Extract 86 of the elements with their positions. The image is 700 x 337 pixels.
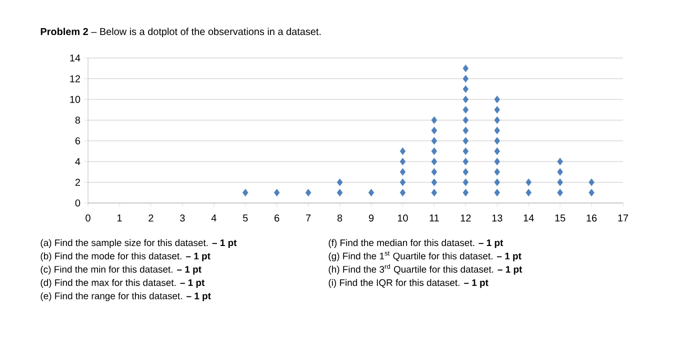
point xyxy=(494,147,500,155)
point xyxy=(557,168,563,176)
x-tick-label: 6 xyxy=(274,214,280,222)
point xyxy=(462,74,469,82)
point xyxy=(494,96,500,104)
point xyxy=(431,188,438,196)
point xyxy=(274,188,280,196)
x-tick-label: 3 xyxy=(180,214,185,222)
y-tick-label: 10 xyxy=(70,96,80,103)
x-tick-label: 11 xyxy=(430,214,439,222)
point xyxy=(494,158,500,166)
y-tick-label: 12 xyxy=(70,75,80,82)
y-tick-label: 4 xyxy=(75,158,80,165)
text: (e) Find the range for this dataset. – 1 pt xyxy=(40,292,211,302)
point xyxy=(400,178,406,186)
point xyxy=(462,96,469,104)
point xyxy=(494,106,500,114)
point xyxy=(431,116,438,124)
point xyxy=(431,147,438,155)
y-tick-label: 2 xyxy=(75,178,80,186)
point xyxy=(494,137,500,145)
point xyxy=(557,158,563,166)
x-tick-label: 2 xyxy=(148,214,154,222)
point xyxy=(431,178,438,186)
x-tick-label: 12 xyxy=(460,214,471,222)
point xyxy=(494,168,500,176)
point xyxy=(336,188,343,196)
point xyxy=(431,137,438,145)
point xyxy=(526,188,532,196)
point xyxy=(462,85,469,93)
x-tick-label: 15 xyxy=(555,214,566,222)
point xyxy=(400,188,406,196)
point xyxy=(462,64,469,72)
y-tick-label: 0 xyxy=(75,199,80,207)
x-tick-label: 10 xyxy=(398,214,408,222)
x-tick-label: 13 xyxy=(492,214,502,222)
point xyxy=(462,116,469,124)
y-tick-label: 8 xyxy=(75,116,80,124)
point xyxy=(400,158,406,166)
point xyxy=(494,188,500,196)
x-tick-label: 0 xyxy=(86,214,90,222)
point xyxy=(526,178,532,186)
point xyxy=(462,126,469,134)
text: (f) Find the median for this dataset. – 1 pt xyxy=(328,239,504,248)
x-tick-label: 4 xyxy=(211,214,216,222)
point xyxy=(588,178,594,186)
point xyxy=(494,116,500,124)
point xyxy=(462,106,469,114)
point xyxy=(462,188,469,196)
point xyxy=(494,126,500,134)
point xyxy=(242,188,248,196)
y-tick-label: 14 xyxy=(70,54,80,62)
text: (c) Find the min for this dataset. – 1 pt xyxy=(40,266,202,275)
x-tick-label: 8 xyxy=(337,214,342,222)
point xyxy=(368,188,374,196)
point xyxy=(336,178,343,186)
text: (i) Find the IQR for this dataset. – 1 pt xyxy=(328,279,488,288)
point xyxy=(431,168,438,176)
point xyxy=(400,147,406,155)
x-tick-label: 7 xyxy=(306,214,311,222)
point xyxy=(462,168,469,176)
x-tick-label: 5 xyxy=(242,214,248,222)
point xyxy=(400,168,406,176)
point xyxy=(431,126,438,134)
x-tick-label: 17 xyxy=(618,214,628,222)
point xyxy=(588,188,594,196)
x-tick-label: 9 xyxy=(368,214,374,222)
text: (a) Find the sample size for this dataset. – 1 pt xyxy=(40,239,237,248)
point xyxy=(462,178,469,186)
point xyxy=(431,158,438,166)
text: (b) Find the mode for this dataset. – 1 pt xyxy=(40,252,210,262)
point xyxy=(462,147,469,155)
point xyxy=(462,158,469,166)
point xyxy=(557,188,563,196)
text: (d) Find the max for this dataset. – 1 pt xyxy=(40,279,205,288)
x-tick-label: 14 xyxy=(524,214,534,222)
text: (g) Find the 1$^{st}$ Quartile for this dataset. – 1 pt xyxy=(328,251,522,262)
point xyxy=(494,178,500,186)
x-tick-label: 16 xyxy=(586,214,597,222)
y-tick-label: 6 xyxy=(75,137,80,144)
chart-title: Problem 2 – Below is a dotplot of the observations in a dataset. xyxy=(40,28,321,38)
point xyxy=(557,178,563,186)
point xyxy=(305,188,312,196)
text: (h) Find the 3$^{rd}$ Quartile for this dataset. – 1 pt xyxy=(328,264,522,275)
x-tick-label: 1 xyxy=(117,214,122,222)
point xyxy=(462,137,469,145)
